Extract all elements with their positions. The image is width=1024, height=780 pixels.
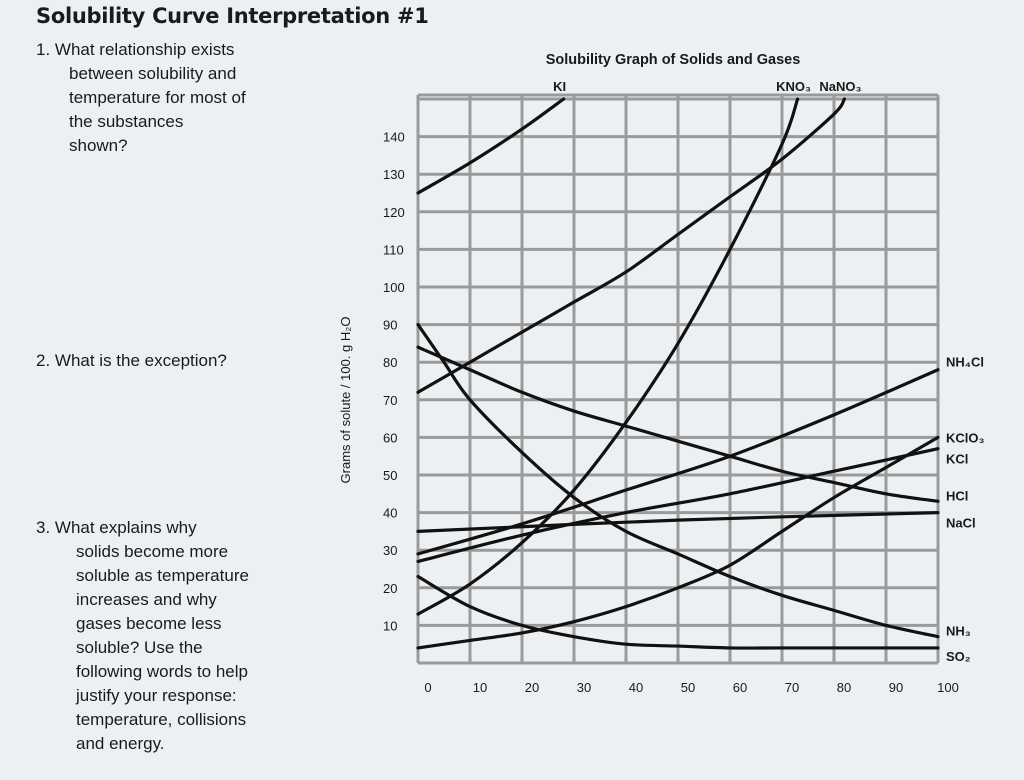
x-tick-label: 40 bbox=[629, 680, 643, 695]
question-3-line: 3. What explains why bbox=[36, 518, 197, 537]
question-1-line: temperature for most of bbox=[69, 88, 246, 107]
question-3-line: temperature, collisions bbox=[76, 710, 247, 729]
question-3-line: soluble? Use the bbox=[76, 638, 203, 657]
ticks: 0 10 20 30 40 50 60 70 80 90 100 10 20 30 40 50 60 70 80 90… bbox=[383, 130, 959, 695]
x-tick-label: 60 bbox=[733, 680, 747, 695]
series-label: NH₄Cl bbox=[946, 355, 984, 370]
question-1-line: between solubility and bbox=[69, 64, 237, 83]
curve-1 bbox=[416, 97, 800, 616]
question-1-line: shown? bbox=[69, 136, 128, 155]
curve-8 bbox=[416, 323, 940, 639]
question-3: 3. What explains why solids become more … bbox=[36, 516, 249, 756]
series-label: NaNO₃ bbox=[819, 79, 861, 94]
x-tick-label: 0 bbox=[424, 680, 431, 695]
curve-2 bbox=[416, 97, 846, 394]
y-tick-label: 130 bbox=[383, 167, 405, 182]
x-tick-label: 80 bbox=[837, 680, 851, 695]
y-tick-label: 40 bbox=[383, 506, 397, 521]
question-1-line: 1. What relationship exists bbox=[36, 40, 235, 59]
question-3-line: soluble as temperature bbox=[76, 566, 249, 585]
curves bbox=[416, 97, 940, 650]
curve-6 bbox=[416, 345, 940, 503]
series-label: SO₂ bbox=[946, 649, 971, 664]
curve-7 bbox=[416, 511, 940, 533]
curve-0 bbox=[416, 97, 566, 195]
series-label: NH₃ bbox=[946, 624, 971, 639]
question-1-line: the substances bbox=[69, 112, 184, 131]
question-3-line: solids become more bbox=[76, 542, 229, 561]
y-tick-label: 50 bbox=[383, 468, 397, 483]
x-tick-label: 90 bbox=[889, 680, 903, 695]
x-tick-label: 10 bbox=[473, 680, 487, 695]
y-tick-label: 20 bbox=[383, 581, 397, 596]
grid bbox=[416, 93, 940, 665]
y-tick-label: 110 bbox=[383, 242, 404, 257]
question-2-line: 2. What is the exception? bbox=[36, 351, 227, 370]
curve-5 bbox=[416, 447, 940, 564]
question-3-line: and energy. bbox=[76, 734, 165, 753]
series-label: KI bbox=[553, 79, 566, 94]
x-tick-label: 30 bbox=[577, 680, 591, 695]
y-tick-label: 90 bbox=[383, 318, 397, 333]
x-tick-label: 20 bbox=[525, 680, 539, 695]
y-tick-label: 60 bbox=[383, 430, 397, 445]
chart-title: Solubility Graph of Solids and Gases bbox=[546, 52, 801, 68]
question-2: 2. What is the exception? bbox=[36, 349, 227, 373]
series-label: NaCl bbox=[946, 516, 976, 531]
question-3-line: following words to help bbox=[76, 662, 248, 681]
question-3-line: justify your response: bbox=[76, 686, 237, 705]
y-tick-label: 10 bbox=[383, 618, 397, 633]
y-tick-label: 30 bbox=[383, 543, 397, 558]
question-3-line: gases become less bbox=[76, 614, 222, 633]
y-tick-label: 70 bbox=[383, 393, 397, 408]
x-tick-label: 100 bbox=[937, 680, 959, 695]
x-tick-label: 70 bbox=[785, 680, 799, 695]
series-label: KCl bbox=[946, 452, 968, 467]
y-tick-label: 120 bbox=[383, 205, 405, 220]
series-label: KNO₃ bbox=[776, 79, 811, 94]
x-tick-label: 50 bbox=[681, 680, 695, 695]
question-1: 1. What relationship exists between solu… bbox=[36, 38, 246, 158]
y-tick-label: 140 bbox=[383, 130, 405, 145]
curve-9 bbox=[416, 574, 940, 650]
y-axis-label: Grams of solute / 100. g H₂O bbox=[338, 317, 353, 484]
y-tick-label: 80 bbox=[383, 355, 397, 370]
worksheet-title: Solubility Curve Interpretation #1 bbox=[36, 4, 429, 28]
series-labels: KI KNO₃ NaNO₃ NH₄Cl KClO₃ KCl HCl NaCl NH₃ SO₂ bbox=[553, 79, 984, 664]
y-tick-label: 100 bbox=[383, 280, 405, 295]
series-label: HCl bbox=[946, 488, 968, 503]
series-label: KClO₃ bbox=[946, 430, 985, 445]
question-3-line: increases and why bbox=[76, 590, 217, 609]
curve-4 bbox=[416, 435, 940, 650]
